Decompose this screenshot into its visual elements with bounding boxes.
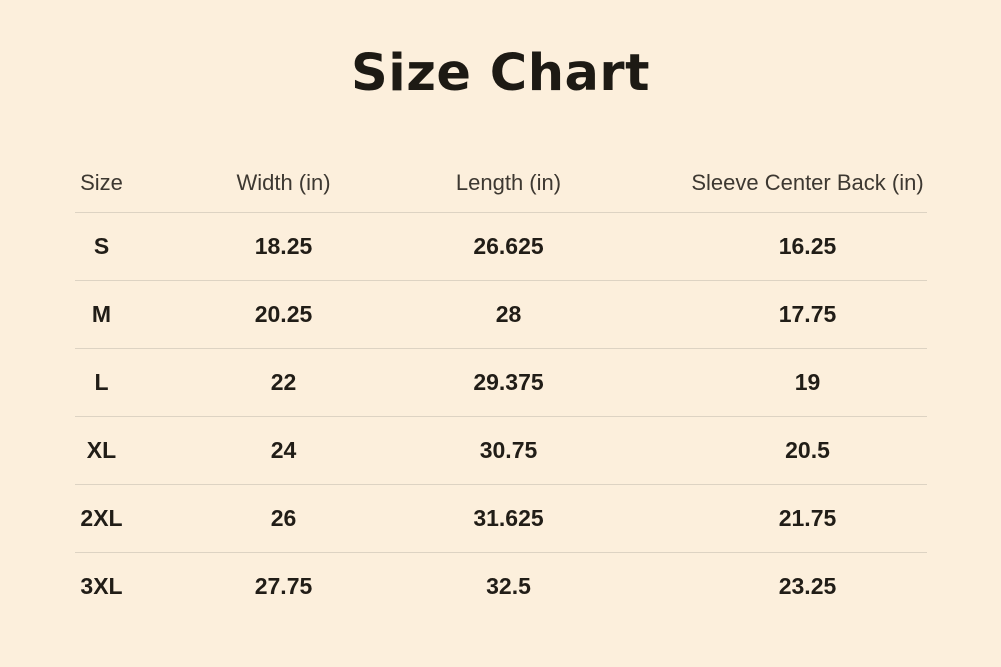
width-cell: 24 xyxy=(128,416,439,485)
size-cell: 2XL xyxy=(74,484,129,553)
header-row: Size Width (in) Length (in) Sleeve Cente… xyxy=(74,154,927,213)
table-row-s: S 18.25 26.625 16.25 xyxy=(74,212,927,281)
width-cell: 22 xyxy=(128,348,439,417)
size-chart-table: Size Width (in) Length (in) Sleeve Cente… xyxy=(74,154,927,620)
table-row-xl: XL 24 30.75 20.5 xyxy=(74,416,927,485)
table-row-l: L 22 29.375 19 xyxy=(74,348,927,417)
col-header-sleeve: Sleeve Center Back (in) xyxy=(578,154,927,213)
length-cell: 30.75 xyxy=(438,416,579,485)
length-cell: 32.5 xyxy=(486,572,531,599)
page-title: Size Chart xyxy=(351,44,650,103)
size-chart-page: Size Chart Size Width (in) Length (in) S… xyxy=(74,44,927,620)
sleeve-cell: 16.25 xyxy=(578,212,927,281)
size-cell: S xyxy=(74,212,129,281)
width-cell: 26 xyxy=(128,484,439,553)
size-cell: M xyxy=(74,280,129,349)
width-cell: 27.75 xyxy=(254,572,313,599)
table-row-m: M 20.25 28 17.75 xyxy=(74,280,927,349)
col-header-size: Size xyxy=(74,154,129,213)
sleeve-cell: 17.75 xyxy=(578,280,927,349)
length-cell: 31.625 xyxy=(438,484,579,553)
sleeve-cell: 20.5 xyxy=(578,416,927,485)
length-cell: 28 xyxy=(438,280,579,349)
width-cell: 18.25 xyxy=(128,212,439,281)
sleeve-cell: 19 xyxy=(578,348,927,417)
length-cell: 26.625 xyxy=(438,212,579,281)
size-cell: L xyxy=(74,348,129,417)
length-cell: 29.375 xyxy=(438,348,579,417)
width-cell: 20.25 xyxy=(128,280,439,349)
table-row-2xl: 2XL 26 31.625 21.75 xyxy=(74,484,927,553)
col-header-width: Width (in) xyxy=(128,154,439,213)
table-row-3xl: 3XL 27.75 32.5 23.25 xyxy=(75,552,927,620)
size-cell: XL xyxy=(74,416,129,485)
sleeve-cell: 21.75 xyxy=(578,484,927,553)
col-header-length: Length (in) xyxy=(438,154,579,213)
sleeve-cell: 23.25 xyxy=(778,572,837,599)
size-cell: 3XL xyxy=(80,572,123,599)
